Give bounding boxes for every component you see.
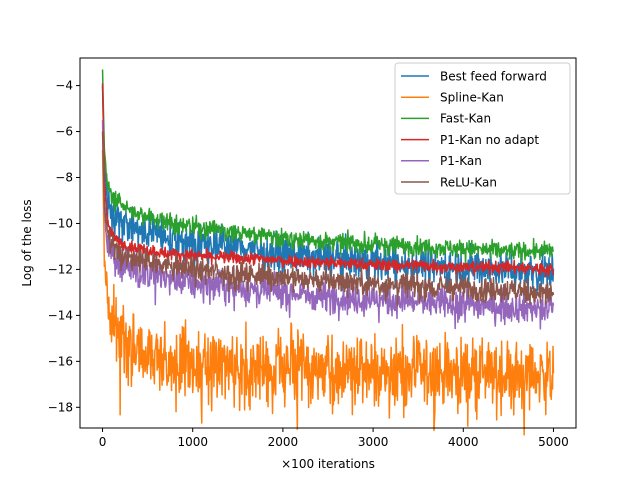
y-tick-label: −16 [48,354,73,368]
legend-label: Best feed forward [440,69,547,83]
x-tick-label: 1000 [177,435,208,449]
series-line-5 [101,131,555,307]
axes-frame [79,57,577,429]
x-tick-label: 5000 [538,435,569,449]
legend-box [394,62,571,195]
y-tick-label: −14 [48,308,73,322]
series-line-1 [101,149,555,436]
y-tick-label: −10 [48,216,73,230]
y-tick-label: −4 [55,79,73,93]
y-tick-label: −6 [55,125,73,139]
y-axis-label: Log of the loss [20,199,34,286]
series-layer [101,69,555,436]
x-tick-label: 4000 [448,435,479,449]
legend-label: P1-Kan [440,154,482,168]
series-line-3 [101,83,555,278]
x-axis-label: ×100 iterations [281,457,375,471]
series-line-2 [101,69,555,266]
y-tick-label: −12 [48,262,73,276]
y-tick-label: −8 [55,171,73,185]
legend-label: ReLU-Kan [440,175,497,189]
x-tick-label: 2000 [268,435,299,449]
legend-label: P1-Kan no adapt [440,133,539,147]
y-axis-ticks: −4 −6 −8 −10 −12 −14 −16 −18 [48,79,80,414]
legend-label: Spline-Kan [440,91,504,105]
y-tick-label: −18 [48,400,73,414]
x-axis-ticks: 0 1000 2000 3000 4000 5000 [99,428,569,449]
legend-label: Fast-Kan [440,112,491,126]
legend: Best feed forward Spline-Kan Fast-Kan P1-Ka… [394,62,571,195]
x-tick-label: 3000 [358,435,389,449]
x-tick-label: 0 [99,435,107,449]
